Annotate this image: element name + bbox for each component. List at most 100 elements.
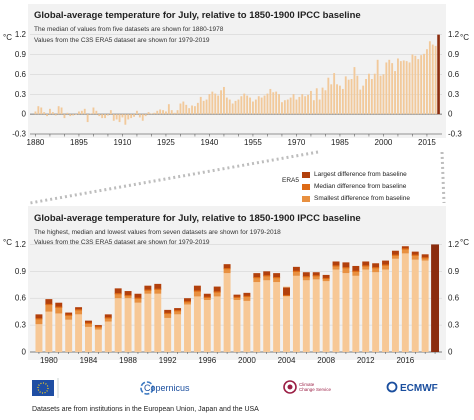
bottom-bar-median: [203, 296, 211, 298]
top-bar: [188, 108, 191, 115]
legend-swatch-median: [302, 184, 310, 190]
top-bar: [112, 114, 115, 121]
c3s-logo-text-2: Change Service: [299, 387, 332, 392]
top-y-unit-right: °C: [460, 33, 469, 42]
bottom-bar-base: [263, 280, 271, 352]
copernicus-logo: Copernicus: [140, 381, 190, 395]
top-bar: [191, 105, 193, 115]
top-bar: [350, 79, 353, 115]
top-bar: [147, 112, 150, 115]
bottom-bar-smallest: [312, 275, 320, 280]
top-bar: [275, 91, 278, 115]
bottom-bar-base: [342, 273, 350, 352]
bottom-bar-largest: [382, 260, 390, 266]
top-bar: [283, 100, 286, 115]
top-bar-highlight: [437, 34, 440, 115]
bottom-bar-base: [302, 280, 310, 352]
bottom-bar-median: [124, 294, 132, 297]
top-bar: [118, 114, 121, 123]
bottom-chart-note-1: The highest, median and lowest values fr…: [34, 229, 281, 236]
bottom-bar-base: [134, 302, 142, 352]
top-bar: [69, 114, 72, 117]
top-xtick-label: 1955: [244, 138, 262, 147]
bottom-bar-median: [411, 254, 419, 256]
top-bar: [347, 79, 350, 115]
bottom-bar-smallest: [322, 278, 330, 282]
c3s-logo-text-1: Climate: [299, 382, 315, 387]
top-bar: [359, 89, 362, 115]
top-bar: [57, 106, 60, 115]
top-bar: [199, 96, 202, 115]
top-ytick-right: 0.3: [448, 90, 460, 99]
top-bar: [327, 77, 330, 115]
bottom-bar-smallest: [35, 318, 43, 325]
bottom-bar-largest: [35, 314, 43, 319]
top-xtick-label: 2000: [375, 138, 393, 147]
top-bar: [109, 110, 112, 115]
top-bar: [266, 93, 269, 115]
bottom-bar-largest: [84, 320, 92, 324]
bottom-bar-largest: [292, 266, 300, 272]
top-bar: [295, 99, 298, 115]
top-xtick-label: 1970: [288, 138, 306, 147]
bottom-bar-median: [134, 297, 142, 299]
top-y-unit-left: °C: [3, 33, 12, 42]
bottom-bar-base: [401, 253, 409, 352]
bottom-bar-largest: [421, 254, 429, 258]
top-bar: [78, 111, 80, 115]
bottom-bar-largest: [164, 309, 172, 314]
bottom-bar-largest: [114, 288, 122, 294]
top-ytick-right: 0: [448, 110, 453, 119]
bottom-bar-median: [193, 290, 201, 292]
top-bar: [51, 112, 54, 115]
top-bar: [194, 106, 196, 115]
top-bar: [63, 114, 66, 119]
top-xtick-label: 1895: [70, 138, 88, 147]
bottom-bar-smallest: [45, 304, 53, 312]
bottom-bar-smallest: [391, 255, 399, 259]
top-bar: [205, 99, 208, 115]
bottom-bar-smallest: [213, 291, 221, 297]
bottom-bar-base: [391, 258, 399, 352]
bottom-bar-smallest: [292, 271, 300, 276]
bottom-bar-largest: [273, 273, 281, 278]
top-bar: [431, 44, 434, 115]
top-bar: [307, 94, 309, 115]
bottom-bar-median: [164, 312, 172, 315]
top-bar: [98, 114, 101, 117]
top-bar: [179, 103, 182, 115]
top-ytick-left: 0.6: [15, 70, 27, 79]
top-bar: [217, 95, 220, 115]
bottom-bar-base: [223, 273, 231, 352]
top-bar: [92, 107, 95, 115]
top-bar: [243, 93, 246, 115]
bottom-bar-base: [144, 293, 152, 352]
top-bar: [136, 110, 138, 115]
top-bar: [127, 114, 130, 120]
legend-dataset-label: ERA5: [282, 177, 299, 184]
top-bar: [397, 58, 399, 115]
bottom-bar-smallest: [253, 277, 261, 283]
bottom-bar-median: [243, 295, 251, 298]
bottom-bar-largest: [322, 274, 330, 279]
top-bar: [37, 106, 40, 115]
bottom-y-unit-left: °C: [3, 238, 12, 247]
bottom-bar-smallest: [421, 257, 429, 261]
top-bar: [399, 61, 402, 115]
bottom-bar-smallest: [401, 248, 409, 254]
bottom-bar-largest: [302, 272, 310, 277]
bottom-chart-title: Global-average temperature for July, rel…: [34, 213, 361, 224]
bottom-bar-largest: [312, 272, 320, 276]
bottom-bar-base: [283, 286, 290, 352]
bottom-bar-smallest: [174, 310, 182, 315]
top-panel-background: [28, 4, 446, 138]
top-bar: [43, 112, 46, 115]
bottom-bar-base: [94, 329, 102, 352]
top-bar: [153, 112, 156, 115]
ecmwf-logo: ECMWF: [386, 381, 438, 394]
bottom-bar-smallest: [104, 317, 112, 322]
bottom-bar-largest: [283, 287, 290, 296]
bottom-bar-smallest: [154, 289, 162, 294]
bottom-bar-largest: [243, 292, 251, 297]
bottom-bar-largest: [352, 265, 360, 272]
